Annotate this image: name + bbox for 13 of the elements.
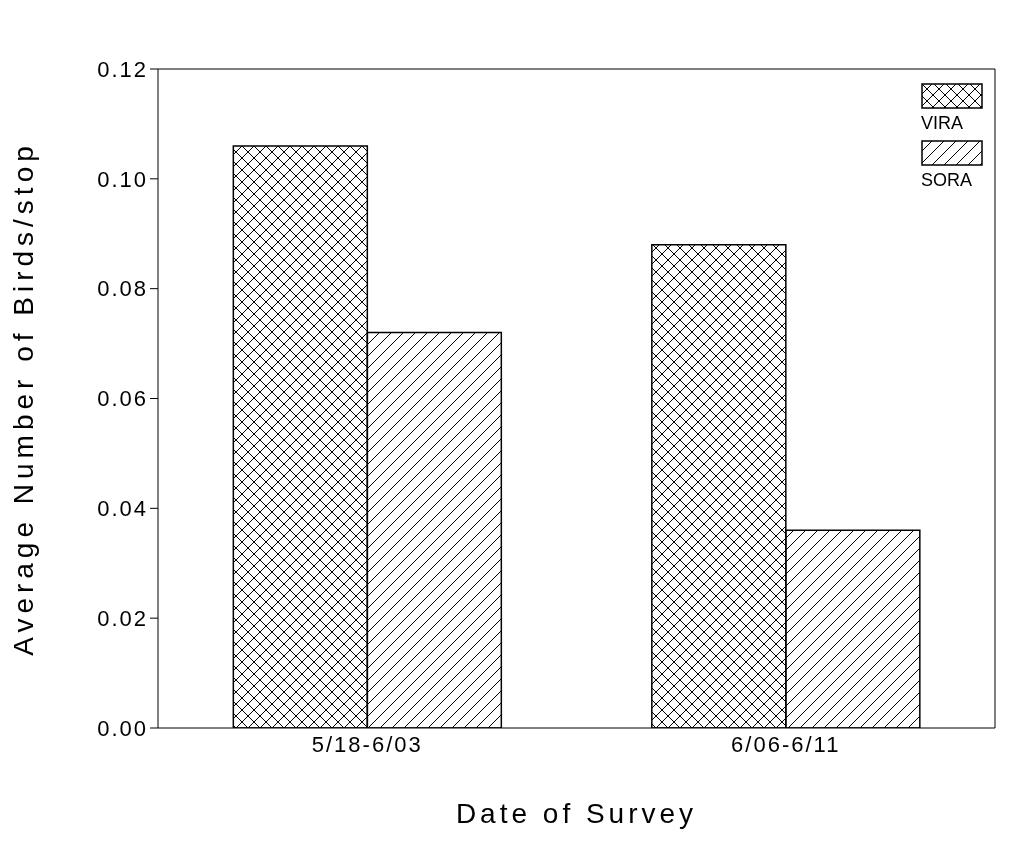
y-tick-label: 0.00: [97, 715, 148, 741]
x-axis-title: Date of Survey: [455, 798, 698, 829]
y-tick-label: 0.10: [97, 166, 148, 192]
y-tick-label: 0.04: [97, 496, 148, 522]
y-tick-label: 0.02: [97, 605, 148, 631]
x-tick-label: 5/18-6/03: [311, 731, 423, 757]
legend-label: VIRA: [921, 113, 964, 134]
legend-label: SORA: [921, 170, 973, 191]
x-tick-label: 6/06-6/11: [731, 731, 841, 757]
y-tick-label: 0.06: [97, 386, 148, 412]
y-axis-title: Average Number of Birds/stop: [7, 141, 39, 656]
y-tick-label: 0.08: [97, 276, 148, 302]
y-tick-label: 0.12: [97, 56, 148, 82]
